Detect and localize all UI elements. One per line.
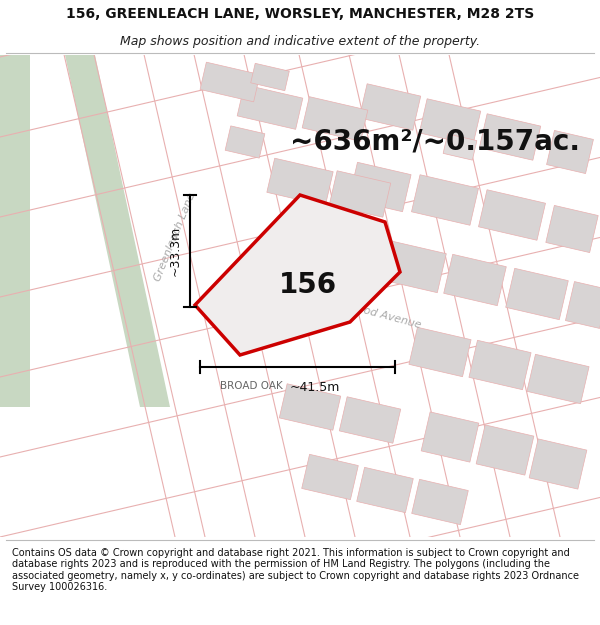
Text: Brentwood Avenue: Brentwood Avenue bbox=[317, 294, 422, 331]
Text: BROAD OAK: BROAD OAK bbox=[220, 381, 283, 391]
Polygon shape bbox=[444, 254, 506, 306]
Polygon shape bbox=[302, 97, 368, 141]
Polygon shape bbox=[476, 425, 534, 475]
Polygon shape bbox=[384, 241, 446, 292]
Polygon shape bbox=[339, 397, 401, 443]
Text: ~33.3m: ~33.3m bbox=[169, 226, 182, 276]
Polygon shape bbox=[0, 55, 170, 407]
Polygon shape bbox=[30, 55, 140, 407]
Polygon shape bbox=[409, 328, 471, 377]
Polygon shape bbox=[565, 282, 600, 328]
Polygon shape bbox=[359, 84, 421, 130]
Polygon shape bbox=[469, 340, 531, 390]
Polygon shape bbox=[478, 190, 545, 240]
Text: 156, GREENLEACH LANE, WORSLEY, MANCHESTER, M28 2TS: 156, GREENLEACH LANE, WORSLEY, MANCHESTE… bbox=[66, 7, 534, 21]
Polygon shape bbox=[200, 62, 260, 102]
Text: ~41.5m: ~41.5m bbox=[290, 381, 340, 394]
Text: Map shows position and indicative extent of the property.: Map shows position and indicative extent… bbox=[120, 35, 480, 48]
Polygon shape bbox=[302, 454, 358, 499]
Polygon shape bbox=[419, 99, 481, 145]
Polygon shape bbox=[421, 412, 479, 462]
Polygon shape bbox=[251, 63, 289, 91]
Polygon shape bbox=[267, 158, 333, 206]
Text: Greenleach Lane: Greenleach Lane bbox=[152, 191, 197, 282]
Polygon shape bbox=[195, 195, 400, 355]
Polygon shape bbox=[225, 126, 265, 158]
Polygon shape bbox=[329, 171, 391, 217]
Polygon shape bbox=[0, 55, 30, 407]
Text: Contains OS data © Crown copyright and database right 2021. This information is : Contains OS data © Crown copyright and d… bbox=[12, 548, 579, 592]
Polygon shape bbox=[506, 268, 568, 319]
Polygon shape bbox=[412, 175, 479, 225]
Polygon shape bbox=[479, 114, 541, 160]
Polygon shape bbox=[529, 439, 587, 489]
Polygon shape bbox=[546, 206, 598, 252]
Polygon shape bbox=[547, 131, 593, 174]
Polygon shape bbox=[237, 84, 303, 129]
Polygon shape bbox=[412, 479, 468, 524]
Polygon shape bbox=[349, 162, 411, 212]
Polygon shape bbox=[279, 384, 341, 430]
Polygon shape bbox=[357, 468, 413, 512]
Polygon shape bbox=[527, 354, 589, 404]
Text: ~636m²/~0.157ac.: ~636m²/~0.157ac. bbox=[290, 128, 580, 156]
Polygon shape bbox=[443, 134, 477, 160]
Text: 156: 156 bbox=[279, 271, 337, 299]
